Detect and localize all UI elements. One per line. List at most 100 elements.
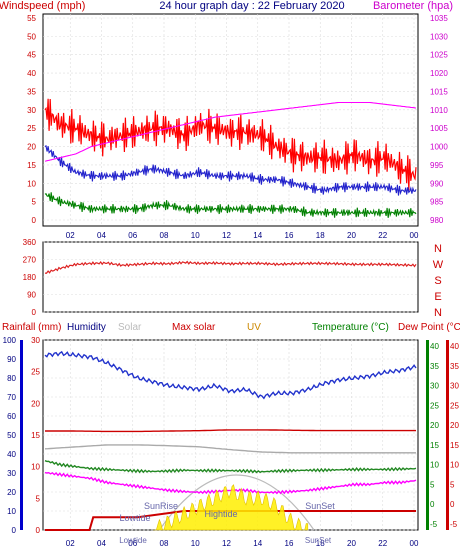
climate-x-tick-label: 10 bbox=[191, 539, 200, 548]
wind-tick-label: 45 bbox=[27, 51, 36, 60]
legend-entry: Rainfall (mm) bbox=[2, 322, 61, 333]
legend-entry: Solar bbox=[118, 322, 142, 333]
wind-x-tick-label: 04 bbox=[97, 231, 106, 240]
wind-series-line bbox=[44, 145, 417, 196]
temperature-tick-label: 35 bbox=[430, 362, 439, 371]
climate-x-tick-label: 00 bbox=[410, 539, 419, 548]
barometer-tick-label: 1005 bbox=[430, 124, 448, 133]
wind-axis-label: Windspeed (mph) bbox=[0, 0, 85, 12]
barometer-tick-label: 1035 bbox=[430, 14, 448, 23]
dewpoint-tick-label: 10 bbox=[450, 461, 459, 470]
barometer-tick-label: 980 bbox=[430, 216, 444, 225]
climate-series-line bbox=[44, 460, 417, 474]
wind-x-tick-label: 06 bbox=[128, 231, 137, 240]
direction-series-line bbox=[44, 260, 417, 274]
climate-series-line bbox=[44, 444, 416, 454]
sunset-annotation: SunSet bbox=[305, 501, 335, 511]
dewpoint-tick-label: -5 bbox=[450, 520, 458, 529]
tide-annotation: Hightide bbox=[204, 509, 237, 519]
humidity-tick-label: 40 bbox=[7, 450, 16, 459]
barometer-tick-label: 1010 bbox=[430, 106, 448, 115]
climate-x-tick-label: 12 bbox=[222, 539, 231, 548]
temperature-tick-label: 15 bbox=[430, 441, 439, 450]
wind-tick-label: 5 bbox=[32, 198, 37, 207]
compass-label: S bbox=[434, 275, 441, 287]
wind-tick-label: 55 bbox=[27, 14, 36, 23]
humidity-tick-label: 70 bbox=[7, 393, 16, 402]
sunrise-annotation: SunRise bbox=[144, 501, 178, 511]
temperature-tick-label: 10 bbox=[430, 461, 439, 470]
temperature-tick-label: 40 bbox=[430, 342, 439, 351]
graph-title: 24 hour graph day : 22 February 2020 bbox=[159, 0, 344, 12]
dewpoint-tick-label: 20 bbox=[450, 421, 459, 430]
direction-tick-label: 360 bbox=[23, 238, 37, 247]
rainfall-tick-label: 0 bbox=[36, 526, 41, 535]
barometer-tick-label: 1030 bbox=[430, 32, 448, 41]
humidity-tick-label: 80 bbox=[7, 374, 16, 383]
humidity-tick-label: 100 bbox=[3, 336, 17, 345]
legend-entry: Max solar bbox=[172, 322, 216, 333]
rainfall-tick-label: 30 bbox=[31, 336, 40, 345]
temperature-tick-label: 25 bbox=[430, 401, 439, 410]
humidity-tick-label: 0 bbox=[12, 526, 17, 535]
climate-x-tick-label: 02 bbox=[66, 539, 75, 548]
dewpoint-tick-label: 40 bbox=[450, 342, 459, 351]
barometer-axis-label: Barometer (hpa) bbox=[373, 0, 453, 12]
wind-x-tick-label: 12 bbox=[222, 231, 231, 240]
barometer-tick-label: 1025 bbox=[430, 51, 448, 60]
wind-x-tick-label: 14 bbox=[253, 231, 262, 240]
wind-tick-label: 25 bbox=[27, 124, 36, 133]
barometer-tick-label: 990 bbox=[430, 179, 444, 188]
compass-label: W bbox=[433, 259, 444, 271]
barometer-tick-label: 995 bbox=[430, 161, 444, 170]
dewpoint-tick-label: 25 bbox=[450, 401, 459, 410]
wind-x-tick-label: 18 bbox=[316, 231, 325, 240]
humidity-axis-bar bbox=[20, 340, 23, 530]
humidity-tick-label: 20 bbox=[7, 488, 16, 497]
dewpoint-axis-bar bbox=[446, 340, 449, 530]
wind-tick-label: 15 bbox=[27, 161, 36, 170]
rainfall-tick-label: 10 bbox=[31, 463, 40, 472]
wind-x-tick-label: 10 bbox=[191, 231, 200, 240]
climate-x-tick-label: 18 bbox=[316, 539, 325, 548]
climate-x-tick-label: 04 bbox=[97, 539, 106, 548]
direction-tick-label: 90 bbox=[27, 291, 36, 300]
temperature-tick-label: 30 bbox=[430, 382, 439, 391]
climate-x-tick-label: 16 bbox=[285, 539, 294, 548]
wind-tick-label: 50 bbox=[27, 32, 36, 41]
climate-series-line bbox=[44, 471, 417, 495]
tide-annotation: Lowtide bbox=[119, 536, 147, 545]
dewpoint-tick-label: 5 bbox=[450, 480, 455, 489]
temperature-tick-label: 5 bbox=[430, 480, 435, 489]
barometer-tick-label: 985 bbox=[430, 198, 444, 207]
temperature-tick-label: -5 bbox=[430, 520, 438, 529]
temperature-tick-label: 0 bbox=[430, 500, 435, 509]
tide-annotation: Lowtide bbox=[119, 513, 150, 523]
wind-tick-label: 30 bbox=[27, 106, 36, 115]
wind-tick-label: 0 bbox=[32, 216, 37, 225]
compass-label: E bbox=[434, 291, 441, 303]
legend-entry: Humidity bbox=[67, 322, 106, 333]
humidity-tick-label: 10 bbox=[7, 507, 16, 516]
direction-tick-label: 270 bbox=[23, 256, 37, 265]
temperature-axis-bar bbox=[426, 340, 429, 530]
dewpoint-tick-label: 30 bbox=[450, 382, 459, 391]
compass-label: N bbox=[434, 243, 442, 255]
wind-series-line bbox=[44, 101, 417, 162]
compass-label: N bbox=[434, 307, 442, 319]
direction-tick-label: 0 bbox=[32, 308, 37, 317]
legend-entry: Dew Point (°C) bbox=[398, 322, 460, 333]
climate-series-line bbox=[45, 429, 416, 433]
humidity-tick-label: 50 bbox=[7, 431, 16, 440]
humidity-tick-label: 60 bbox=[7, 412, 16, 421]
climate-x-tick-label: 14 bbox=[253, 539, 262, 548]
dewpoint-tick-label: 0 bbox=[450, 500, 455, 509]
legend-entry: Temperature (°C) bbox=[312, 322, 389, 333]
wind-series-line bbox=[44, 98, 417, 191]
wind-x-tick-label: 08 bbox=[160, 231, 169, 240]
wind-x-tick-label: 02 bbox=[66, 231, 75, 240]
legend-entry: UV bbox=[247, 322, 261, 333]
sun-arc bbox=[158, 474, 315, 531]
